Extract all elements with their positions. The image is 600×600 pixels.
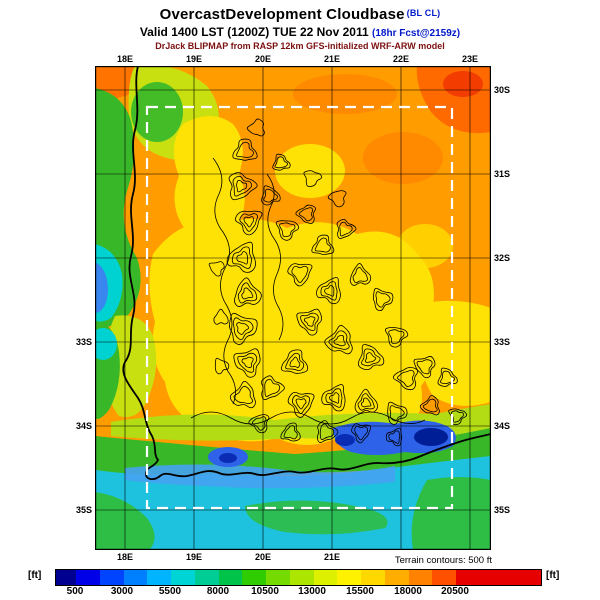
- lon-tick-top: 18E: [116, 54, 133, 64]
- valid-date: TUE 22 Nov 2011: [272, 25, 369, 39]
- colorbar-label: 5500: [158, 586, 182, 597]
- lon-tick-bottom: 20E: [254, 552, 271, 562]
- colorbar-label: 15500: [346, 586, 374, 597]
- colorbar-segment: [99, 570, 124, 585]
- lat-tick-right: 32S: [494, 253, 511, 263]
- colorbar-segment: [456, 570, 541, 585]
- colorbar: [55, 569, 542, 586]
- valid-time-line: Valid 1400 LST (1200Z) TUE 22 Nov 2011 (…: [0, 25, 600, 39]
- lat-tick-right: 34S: [494, 421, 511, 431]
- colorbar-label: 20500: [441, 586, 469, 597]
- colorbar-segment: [123, 570, 148, 585]
- coastline: [122, 66, 491, 480]
- lon-tick-top: 19E: [185, 54, 202, 64]
- colorbar-label: 18000: [394, 586, 422, 597]
- lon-tick-top: 21E: [323, 54, 340, 64]
- terrain-contour-note: Terrain contours: 500 ft: [394, 555, 492, 566]
- lat-tick-left: 35S: [75, 505, 92, 515]
- colorbar-segment: [56, 570, 76, 585]
- lon-tick-bottom: 19E: [185, 552, 202, 562]
- colorbar-segment: [242, 570, 266, 585]
- title-text: OvercastDevelopment Cloudbase: [159, 6, 405, 23]
- valid-fcst: (18hr Fcst@2159z): [372, 28, 461, 39]
- colorbar-segment: [266, 570, 290, 585]
- colorbar-segment: [76, 570, 100, 585]
- lon-tick-top: 20E: [254, 54, 271, 64]
- colorbar-segment: [337, 570, 361, 585]
- page-title: OvercastDevelopment Cloudbase (BL CL): [0, 6, 600, 23]
- lon-tick-bottom: 18E: [116, 552, 133, 562]
- ridge-contour-lines: [190, 157, 426, 425]
- colorbar-segment: [171, 570, 195, 585]
- colorbar-label: 3000: [110, 586, 134, 597]
- lat-tick-right: 33S: [494, 337, 511, 347]
- model-attribution-line: DrJack BLIPMAP from RASP 12km GFS-initia…: [155, 41, 445, 51]
- cloudbase-field: [95, 66, 491, 550]
- valid-prefix: Valid 1400 LST: [139, 25, 224, 39]
- colorbar-segment: [218, 570, 243, 585]
- colorbar-segment: [408, 570, 433, 585]
- forecast-map: [95, 66, 491, 550]
- map-frame: [95, 66, 491, 550]
- colorbar-segment: [432, 570, 456, 585]
- colorbar-label: 13000: [298, 586, 326, 597]
- colorbar-label: 8000: [206, 586, 230, 597]
- colorbar-segment: [194, 570, 219, 585]
- lat-tick-right: 35S: [494, 505, 511, 515]
- lat-tick-right: 30S: [494, 85, 511, 95]
- colorbar-segment: [361, 570, 385, 585]
- lon-tick-top: 23E: [461, 54, 478, 64]
- colorbar-segment: [313, 570, 338, 585]
- colorbar-segment: [289, 570, 314, 585]
- lon-tick-top: 22E: [392, 54, 409, 64]
- colorbar-unit-right: [ft]: [546, 570, 560, 581]
- lon-tick-bottom: 21E: [323, 552, 340, 562]
- colorbar-label: 10500: [251, 586, 279, 597]
- title-parameter-tag: (BL CL): [406, 8, 441, 18]
- valid-zulu: (1200Z): [227, 25, 270, 39]
- colorbar-unit-left: [ft]: [28, 570, 42, 581]
- model-domain-boundary: [145, 105, 454, 510]
- lat-tick-left: 33S: [75, 337, 92, 347]
- lat-tick-right: 31S: [494, 169, 511, 179]
- colorbar-segment: [147, 570, 171, 585]
- lat-tick-left: 34S: [75, 421, 92, 431]
- colorbar-segment: [384, 570, 409, 585]
- colorbar-label: 500: [66, 586, 84, 597]
